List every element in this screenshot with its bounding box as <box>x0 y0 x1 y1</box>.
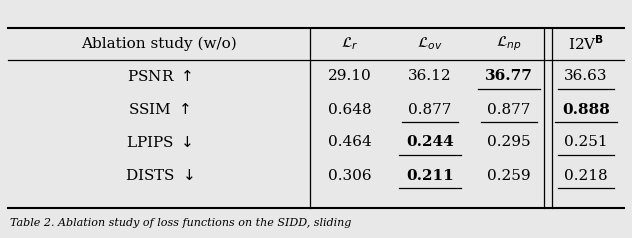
Text: 0.259: 0.259 <box>487 169 531 183</box>
Text: $\mathcal{L}_{ov}$: $\mathcal{L}_{ov}$ <box>417 36 443 52</box>
Text: 0.251: 0.251 <box>564 135 608 149</box>
Text: 0.211: 0.211 <box>406 169 454 183</box>
Text: $\mathcal{L}_r$: $\mathcal{L}_r$ <box>341 36 359 52</box>
Text: LPIPS $\downarrow$: LPIPS $\downarrow$ <box>126 135 192 150</box>
Text: 0.306: 0.306 <box>328 169 372 183</box>
Text: 36.77: 36.77 <box>485 69 533 84</box>
Text: 0.464: 0.464 <box>328 135 372 149</box>
Text: 0.244: 0.244 <box>406 135 454 149</box>
Text: 0.877: 0.877 <box>408 103 452 116</box>
Text: SSIM $\uparrow$: SSIM $\uparrow$ <box>128 102 190 117</box>
Text: 0.295: 0.295 <box>487 135 531 149</box>
Text: I2V$^\mathbf{B}$: I2V$^\mathbf{B}$ <box>568 35 604 53</box>
Text: 0.648: 0.648 <box>328 103 372 116</box>
Text: Ablation study (w/o): Ablation study (w/o) <box>81 37 237 51</box>
Text: PSNR $\uparrow$: PSNR $\uparrow$ <box>126 69 191 84</box>
Text: 36.63: 36.63 <box>564 69 608 84</box>
Text: DISTS $\downarrow$: DISTS $\downarrow$ <box>125 168 193 183</box>
Text: 29.10: 29.10 <box>328 69 372 84</box>
Text: Table 2. Ablation study of loss functions on the SIDD, sliding: Table 2. Ablation study of loss function… <box>10 218 351 228</box>
Text: 0.877: 0.877 <box>487 103 531 116</box>
Text: 0.218: 0.218 <box>564 169 608 183</box>
Text: 36.12: 36.12 <box>408 69 452 84</box>
Text: $\mathcal{L}_{np}$: $\mathcal{L}_{np}$ <box>496 35 522 53</box>
Text: 0.888: 0.888 <box>562 103 610 116</box>
